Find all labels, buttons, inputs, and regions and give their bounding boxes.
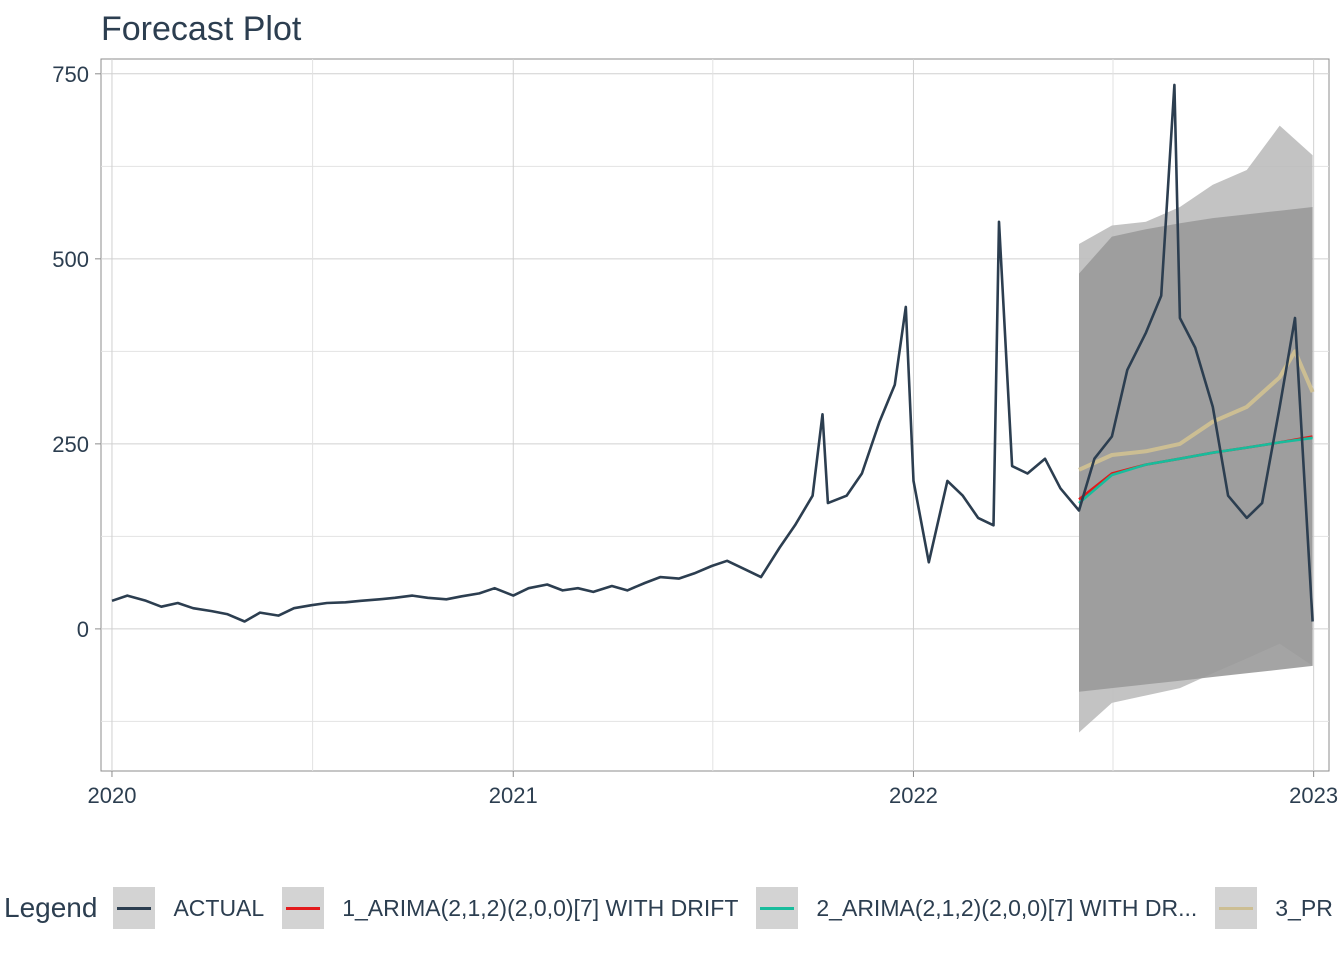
- legend-swatch-line: [1219, 907, 1254, 910]
- legend-label: 2_ARIMA(2,1,2)(2,0,0)[7] WITH DR...: [816, 894, 1198, 921]
- legend-label: 1_ARIMA(2,1,2)(2,0,0)[7] WITH DRIFT: [342, 894, 739, 921]
- x-tick-label: 2020: [87, 783, 136, 808]
- x-tick-label: 2021: [489, 783, 538, 808]
- legend: Legend ACTUAL 1_ARIMA(2,1,2)(2,0,0)[7] WI…: [0, 884, 1344, 932]
- x-tick-label: 2023: [1289, 783, 1338, 808]
- x-tick-label: 2022: [889, 783, 938, 808]
- legend-title: Legend: [4, 892, 98, 923]
- legend-item: 3_PR: [1215, 887, 1333, 929]
- legend-label: 3_PR: [1275, 894, 1333, 921]
- legend-label: ACTUAL: [173, 894, 265, 921]
- legend-key: [756, 887, 799, 929]
- legend-items: ACTUAL 1_ARIMA(2,1,2)(2,0,0)[7] WITH DRIF…: [113, 887, 1344, 929]
- y-axis: 0 250 500 750: [52, 62, 101, 642]
- legend-key: [282, 887, 325, 929]
- x-axis: 2020 2021 2022 2023: [87, 771, 1338, 808]
- series-line-1: [111, 83, 1314, 623]
- legend-key: [1215, 887, 1258, 929]
- chart-title: Forecast Plot: [101, 10, 302, 48]
- confidence-band-2: [1079, 207, 1313, 692]
- legend-swatch-line: [286, 907, 321, 910]
- y-tick-label: 750: [52, 62, 89, 87]
- series-lines: [111, 83, 1315, 623]
- forecast-chart: 2020 2021 2022 2023 0 250 500 750: [52, 58, 1338, 808]
- confidence-bands: [1079, 125, 1313, 733]
- y-tick-label: 250: [52, 432, 89, 457]
- legend-swatch-line: [117, 907, 152, 910]
- legend-item: ACTUAL: [113, 887, 264, 929]
- legend-item: 1_ARIMA(2,1,2)(2,0,0)[7] WITH DRIFT: [282, 887, 738, 929]
- legend-key: [113, 887, 156, 929]
- series-line-4: [1078, 349, 1315, 472]
- y-tick-label: 500: [52, 247, 89, 272]
- legend-swatch-line: [760, 907, 795, 910]
- y-tick-label: 0: [77, 617, 89, 642]
- legend-item: 2_ARIMA(2,1,2)(2,0,0)[7] WITH DR...: [756, 887, 1197, 929]
